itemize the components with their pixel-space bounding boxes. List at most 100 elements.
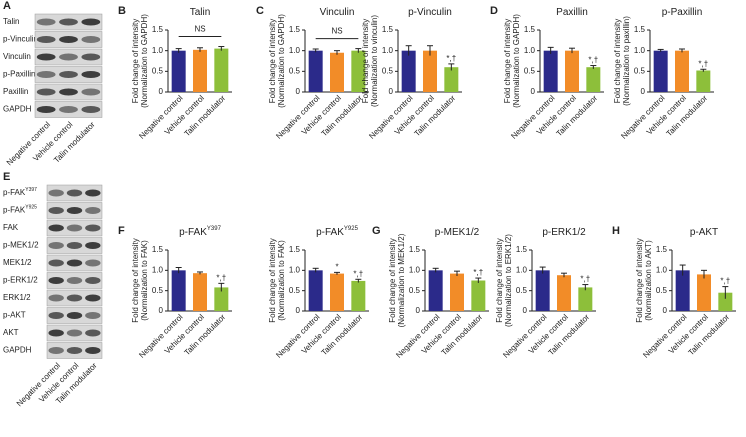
- significance: *,†: [446, 54, 456, 63]
- error-bar: [427, 45, 433, 56]
- error-bar: [679, 264, 686, 276]
- error-bar: [197, 47, 203, 52]
- bar: [586, 67, 601, 92]
- panel-letter: B: [118, 5, 126, 17]
- y-tick-label: 0.5: [152, 66, 164, 75]
- bar: [697, 274, 711, 311]
- y-tick-label: 1.5: [409, 245, 421, 254]
- chart-title-text: Vinculin: [320, 7, 355, 18]
- blot-band: [48, 294, 64, 302]
- error-bar: [218, 282, 225, 292]
- error-bar: [475, 277, 482, 283]
- significance: *,†: [216, 273, 226, 282]
- y-tick-label: 1.5: [382, 25, 394, 34]
- significance: *,†: [588, 56, 598, 65]
- error-bar: [175, 48, 182, 53]
- y-axis-label: (Normalization to GAPDH): [512, 14, 521, 108]
- bar: [351, 50, 366, 92]
- blot-band: [66, 294, 83, 302]
- blot-band: [48, 224, 64, 232]
- y-axis-label: Fold change of intensity: [131, 238, 140, 323]
- panel-letter: H: [612, 225, 620, 237]
- error-bar: [722, 286, 729, 299]
- significance: *,†: [473, 268, 483, 277]
- y-tick-label: 0: [523, 306, 528, 315]
- bar: [653, 50, 668, 92]
- y-tick-label: 1.5: [152, 25, 164, 34]
- y-tick-label: 0: [296, 306, 301, 315]
- y-tick-label: 1.5: [524, 25, 536, 34]
- error-bar: [582, 284, 589, 291]
- chart-title: Talin: [190, 7, 211, 18]
- bar: [444, 67, 459, 92]
- blot-label: p-MEK1/2: [3, 241, 39, 250]
- y-tick-label: 0.5: [409, 286, 421, 295]
- blot-label: MEK1/2: [3, 258, 32, 267]
- y-tick-label: 1.0: [409, 265, 421, 274]
- error-bar: [355, 48, 362, 53]
- error-bar: [454, 270, 460, 277]
- bar: [535, 270, 550, 311]
- y-tick-label: 1.0: [289, 265, 301, 274]
- blot-band: [48, 329, 64, 337]
- significance: *,†: [353, 269, 363, 278]
- y-tick-label: 0.5: [382, 66, 394, 75]
- blot-band: [59, 18, 78, 26]
- chart-title-sup: Y925: [344, 226, 359, 232]
- y-axis-label: (Normalization to paxillin): [622, 16, 631, 106]
- blot-band: [36, 53, 56, 61]
- chart-title-text: p-Paxillin: [662, 7, 703, 18]
- y-axis-label: (Normalization to GAPDH): [140, 14, 149, 108]
- y-tick-label: 1.5: [656, 245, 668, 254]
- significance: *: [335, 262, 338, 271]
- bar: [308, 50, 323, 92]
- error-bar: [334, 271, 340, 275]
- blot-band: [59, 53, 78, 61]
- panel-letter: C: [256, 5, 264, 17]
- bar: [308, 270, 323, 311]
- blot-band: [36, 106, 56, 113]
- ns-label: NS: [194, 25, 205, 34]
- blot-band: [48, 347, 64, 354]
- panel-letter: E: [3, 171, 10, 183]
- error-bar: [355, 278, 362, 283]
- chart-title: p-AKT: [690, 227, 718, 238]
- blot-label: p-AKT: [3, 311, 26, 320]
- y-tick-label: 0.5: [524, 66, 536, 75]
- bar: [401, 50, 416, 92]
- error-bar: [334, 50, 340, 55]
- ns-label: NS: [331, 27, 342, 36]
- y-tick-label: 1.5: [634, 25, 646, 34]
- blot-band: [85, 189, 101, 197]
- bar: [578, 287, 593, 311]
- y-axis-label: Fold change of intensity: [388, 238, 397, 323]
- y-axis-label: (Normalization to ERK1/2): [504, 234, 513, 327]
- blot-band: [81, 106, 101, 113]
- blot-label: p-Paxillin: [3, 70, 35, 79]
- blot-label: Talin: [3, 17, 19, 26]
- y-tick-label: 0.5: [289, 286, 301, 295]
- error-bar: [312, 267, 319, 273]
- y-tick-label: 1.0: [516, 265, 528, 274]
- chart-title: p-Vinculin: [408, 7, 452, 18]
- blot-band: [48, 189, 64, 197]
- blot-band: [66, 207, 83, 214]
- blot-label: FAK: [3, 223, 19, 232]
- blot-band: [81, 18, 101, 26]
- blot-band: [85, 294, 101, 302]
- blot-band: [36, 36, 56, 43]
- blot-band: [48, 312, 64, 319]
- blot-label-text: p-FAK: [3, 206, 26, 215]
- panel-letter: D: [490, 5, 498, 17]
- y-tick-label: 0: [531, 87, 536, 96]
- blot-band: [66, 329, 83, 337]
- bar: [330, 273, 344, 311]
- y-tick-label: 1.5: [516, 245, 528, 254]
- bar: [171, 270, 186, 311]
- y-tick-label: 0: [663, 306, 668, 315]
- blot-band: [36, 71, 56, 78]
- blot-band: [85, 277, 101, 284]
- y-tick-label: 0.5: [656, 286, 668, 295]
- y-tick-label: 1.0: [524, 46, 536, 55]
- bar: [214, 287, 229, 311]
